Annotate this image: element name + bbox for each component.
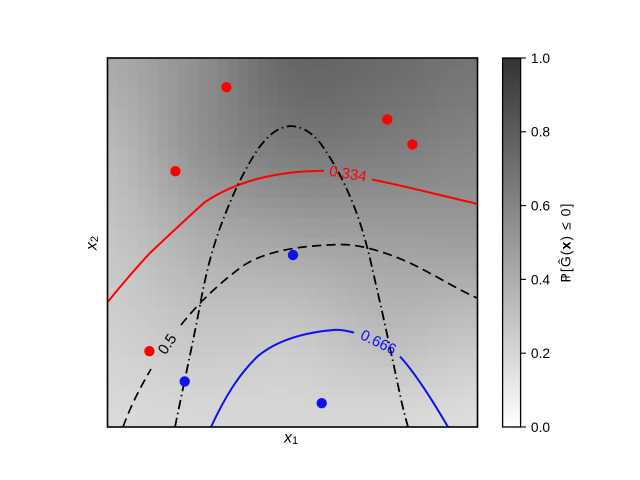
svg-text:0.334: 0.334 [328, 163, 368, 186]
svg-text:0.6: 0.6 [531, 199, 551, 214]
svg-text:0.4: 0.4 [531, 272, 551, 287]
svg-text:0.8: 0.8 [531, 125, 551, 140]
svg-text:0.0: 0.0 [531, 420, 551, 435]
svg-text:0.2: 0.2 [531, 346, 550, 361]
svg-text:1.0: 1.0 [531, 51, 551, 66]
svg-text:P[Ĝ(x) ≤ 0]: P[Ĝ(x) ≤ 0] [558, 203, 574, 283]
